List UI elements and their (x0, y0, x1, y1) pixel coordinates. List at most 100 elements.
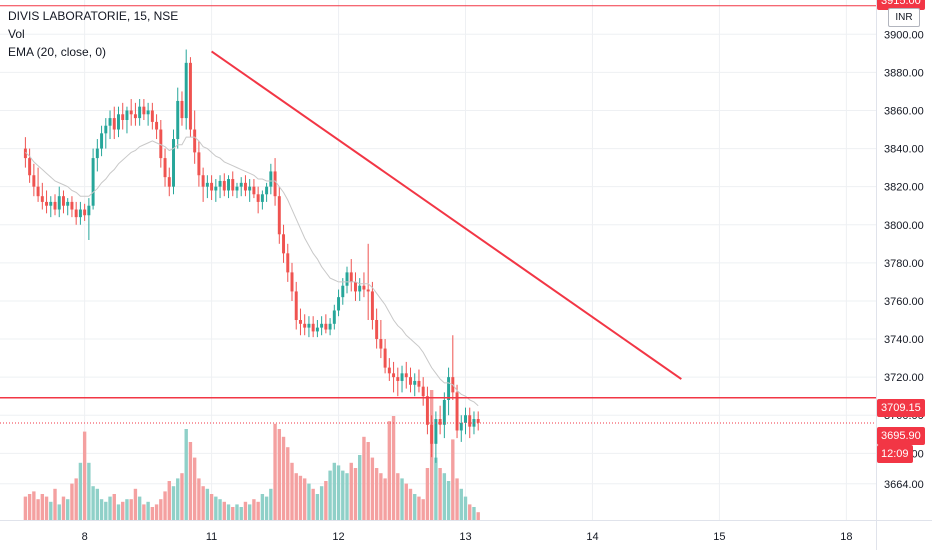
trend-line[interactable] (211, 50, 682, 380)
volume-bar (226, 504, 231, 520)
volume-bar (374, 468, 379, 520)
price-axis[interactable]: 3664.003680.003700.003720.003740.003760.… (884, 29, 924, 491)
candle-body (324, 323, 328, 330)
candle-body (337, 297, 341, 311)
candle-body (273, 171, 277, 197)
volume-bar (133, 488, 138, 520)
volume-bar (362, 436, 366, 520)
candle-body (184, 62, 188, 119)
volume-bar (23, 496, 28, 520)
grid-lines (0, 0, 876, 520)
candle-body (370, 291, 374, 320)
candle-body (459, 422, 463, 431)
candle-body (243, 182, 247, 191)
volume-bar (91, 486, 95, 520)
volume-bar (167, 481, 171, 520)
volume-bar (150, 507, 155, 520)
volume-bar (451, 439, 455, 520)
candle-body (159, 129, 163, 159)
volume-bar (129, 499, 133, 520)
candle-body (332, 310, 336, 324)
candle-body (180, 100, 184, 119)
volume-bar (154, 504, 159, 520)
symbol-title[interactable]: DIVIS LABORATORIE, 15, NSE (8, 9, 179, 23)
candle-body (375, 320, 379, 340)
candle-body (252, 186, 256, 195)
candle-body (40, 196, 44, 202)
candle-body (265, 186, 269, 195)
candle-body (248, 186, 252, 191)
candle-body (23, 148, 27, 159)
volume-bar (66, 499, 70, 520)
candle-body (239, 182, 243, 187)
candle-body (256, 194, 260, 202)
volume-bar (104, 501, 108, 520)
candle-body (455, 392, 459, 431)
volume-bar (396, 473, 400, 520)
volume-legend[interactable]: Vol (8, 27, 25, 41)
volume-bar (243, 501, 248, 520)
candle-body (341, 285, 345, 298)
volume-bar (264, 496, 269, 520)
candle-body (235, 186, 239, 191)
candle-body (303, 323, 307, 328)
candle-body (142, 106, 146, 115)
candle-body (167, 177, 171, 187)
candle-body (155, 121, 159, 130)
volume-bar (188, 442, 193, 520)
candle-body (282, 234, 286, 254)
time-axis[interactable]: 8 11 12 13 14 15 18 (82, 531, 853, 543)
candle-body (227, 179, 231, 191)
candle-body (45, 201, 49, 206)
candle-body (472, 419, 476, 427)
volume-bar (442, 473, 447, 520)
volume-bar (336, 465, 341, 520)
candle-body (188, 62, 192, 130)
volume-bar (324, 481, 328, 520)
candlesticks (23, 49, 480, 463)
volume-bar (256, 501, 260, 520)
candle-body (83, 209, 87, 216)
candle-body (468, 415, 472, 427)
candle-body (404, 373, 408, 378)
candle-body (78, 209, 82, 218)
volume-bar (184, 429, 188, 520)
currency-badge[interactable]: INR (888, 8, 920, 27)
candle-body (400, 373, 404, 381)
volume-bar (417, 496, 421, 520)
time-tick-label: 8 (82, 531, 88, 543)
candle-body (362, 285, 366, 290)
candle-body (87, 205, 91, 216)
volume-bar (281, 436, 286, 520)
candle-body (66, 201, 70, 206)
candle-body (430, 424, 434, 444)
candle-body (383, 348, 387, 368)
volume-bar (214, 496, 218, 520)
price-tick-label: 3760.00 (884, 296, 924, 308)
candle-body (146, 110, 150, 115)
candle-body (104, 125, 108, 134)
ema-legend[interactable]: EMA (20, close, 0) (8, 45, 107, 59)
candle-body (70, 201, 74, 210)
price-tick-label: 3664.00 (884, 479, 924, 491)
volume-bar (408, 488, 413, 520)
candle-body (269, 171, 273, 187)
volume-bar (468, 504, 472, 520)
volume-bar (349, 462, 353, 520)
candle-body (138, 106, 142, 119)
candle-body (464, 415, 467, 423)
volume-bar (277, 429, 281, 520)
volume-bar (455, 478, 459, 520)
candle-body (260, 194, 264, 202)
volume-bar (286, 447, 290, 520)
volume-bar (353, 468, 358, 520)
volume-bar (311, 488, 315, 520)
volume-bar (44, 496, 49, 520)
candle-body (201, 175, 205, 187)
candle-body (100, 133, 104, 149)
volume-bar (197, 478, 201, 520)
candle-body (74, 209, 78, 218)
volume-bar (112, 494, 116, 520)
candle-body (117, 114, 120, 130)
